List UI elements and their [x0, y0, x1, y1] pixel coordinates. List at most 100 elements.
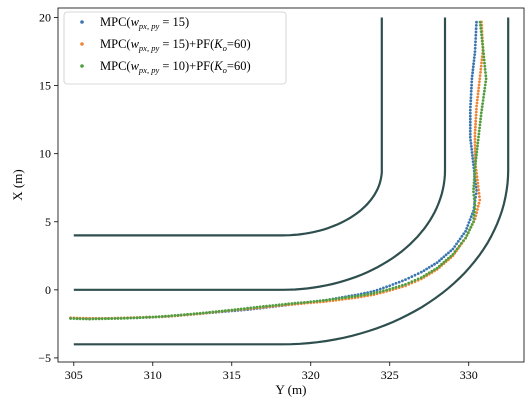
data-point — [359, 294, 363, 297]
data-point — [430, 264, 434, 268]
data-point — [470, 80, 474, 84]
data-point — [385, 288, 388, 292]
data-point — [478, 123, 482, 127]
data-point — [88, 317, 91, 321]
data-point — [239, 307, 243, 311]
data-point — [337, 297, 341, 300]
data-point — [164, 314, 167, 318]
data-point — [480, 39, 484, 43]
data-point — [475, 107, 478, 111]
data-point — [328, 298, 332, 301]
data-point — [477, 188, 480, 192]
data-point — [75, 317, 79, 321]
y-tick-label: 5 — [45, 215, 51, 229]
data-point — [453, 250, 457, 254]
data-point — [85, 317, 88, 321]
data-point — [427, 266, 431, 269]
data-point — [477, 83, 481, 87]
legend: MPC(wpx, py = 15) MPC(wpx, py = 15)+PF(Ko… — [63, 11, 287, 85]
data-point — [154, 315, 158, 319]
data-point — [404, 283, 407, 286]
plot-frame — [57, 7, 525, 363]
data-point — [192, 312, 196, 316]
data-point — [470, 86, 473, 90]
data-point — [470, 151, 474, 154]
y-tick-label: −5 — [38, 351, 51, 365]
data-point — [472, 197, 476, 201]
data-point — [482, 92, 486, 96]
data-point — [303, 301, 306, 304]
x-tick-label: 330 — [460, 368, 478, 382]
data-point — [478, 195, 481, 199]
data-point — [397, 284, 401, 288]
data-point — [413, 278, 417, 282]
data-point — [394, 285, 398, 289]
data-point — [472, 59, 476, 62]
data-point — [474, 159, 478, 163]
data-point — [419, 270, 423, 274]
data-point — [201, 311, 205, 315]
data-point — [474, 37, 478, 40]
data-point — [464, 236, 467, 240]
data-point — [472, 187, 475, 191]
data-point — [471, 71, 474, 75]
data-point — [468, 120, 472, 124]
data-point — [94, 317, 98, 321]
data-point — [474, 192, 478, 196]
data-point — [468, 126, 472, 130]
data-point — [325, 298, 328, 302]
legend-box — [63, 11, 287, 85]
data-point — [476, 208, 479, 211]
trajectory-points — [69, 20, 488, 321]
data-point — [186, 312, 189, 316]
data-point — [484, 80, 488, 84]
data-point — [416, 277, 420, 281]
data-point — [474, 116, 478, 120]
data-point — [249, 306, 253, 310]
data-point — [478, 77, 482, 81]
data-point — [224, 309, 227, 312]
x-axis-label: Y (m) — [276, 382, 307, 397]
data-point — [477, 135, 480, 139]
data-point — [477, 132, 481, 136]
data-point — [331, 297, 335, 301]
data-point — [388, 287, 392, 291]
data-point — [246, 306, 250, 310]
x-tick-label: 320 — [302, 368, 320, 382]
data-point — [479, 114, 483, 118]
data-point — [473, 204, 477, 207]
data-point — [372, 289, 376, 293]
data-point — [280, 303, 284, 306]
data-point — [81, 317, 85, 321]
data-point — [473, 144, 477, 147]
data-point — [473, 137, 477, 141]
data-point — [474, 110, 478, 114]
data-point — [476, 141, 480, 145]
y-tick-label: 20 — [39, 11, 51, 25]
data-point — [468, 114, 472, 118]
data-point — [425, 267, 428, 271]
data-point — [479, 27, 483, 30]
data-point — [427, 271, 431, 275]
data-point — [472, 178, 476, 182]
data-point — [422, 269, 426, 272]
data-point — [268, 304, 272, 308]
data-point — [475, 175, 479, 179]
x-tick-label: 315 — [223, 368, 241, 382]
data-point — [167, 314, 171, 318]
data-point — [470, 148, 474, 151]
data-point — [277, 303, 281, 307]
data-point — [465, 227, 469, 230]
data-point — [274, 303, 278, 307]
data-point — [475, 20, 478, 24]
data-point — [382, 289, 385, 293]
data-point — [473, 50, 477, 53]
data-point — [369, 292, 373, 296]
data-point — [444, 253, 448, 257]
data-point — [148, 315, 152, 319]
data-point — [211, 310, 215, 314]
data-point — [451, 253, 455, 256]
data-point — [474, 33, 478, 37]
data-point — [480, 58, 484, 62]
data-point — [404, 278, 407, 281]
